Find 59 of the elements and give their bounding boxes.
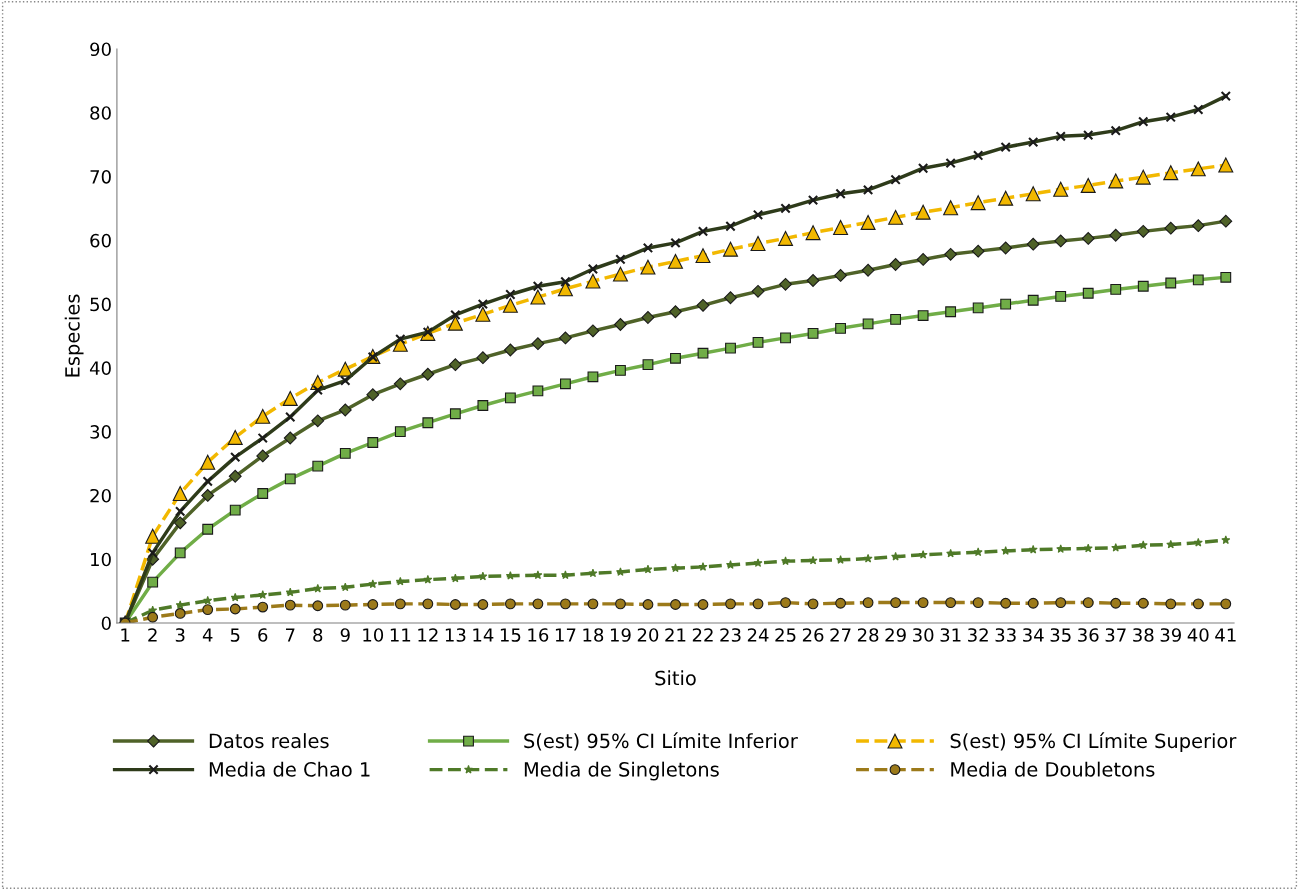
y-tick-label: 40 [89,361,111,375]
y-tick-label: 10 [91,552,111,567]
x-tick-label: 40 [1187,628,1209,642]
x-tick-label: 41 [1215,628,1236,642]
x-tick-label: 31 [940,628,961,642]
x-tick-label: 32 [968,628,988,642]
x-tick-label: 28 [857,628,879,642]
x-tick-label: 29 [885,628,906,642]
x-tick-label: 38 [1133,628,1154,642]
x-tick-label: 37 [1105,628,1126,642]
x-tick-label: 19 [610,628,631,642]
y-tick-label: 70 [90,169,111,184]
x-tick-label: 34 [1023,628,1044,642]
x-tick-label: 35 [1050,628,1071,642]
legend-label: Datos reales [209,733,329,749]
legend-label: S(est) 95% CI Límite Superior [950,732,1237,752]
x-tick-label: 23 [720,628,741,642]
x-tick-label: 6 [258,628,268,642]
x-tick-label: 30 [913,628,934,642]
x-axis-title: Sitio [655,670,696,686]
y-tick-label: 90 [90,42,111,57]
x-tick-label: 36 [1078,628,1099,642]
legend-label: Media de Doubletons [951,761,1155,777]
x-tick-label: 11 [390,628,411,642]
x-tick-label: 16 [528,628,549,642]
x-tick-label: 39 [1160,628,1181,642]
x-tick-label: 13 [445,628,466,642]
x-tick-label: 17 [555,628,576,642]
x-tick-label: 5 [230,628,240,642]
x-tick-label: 20 [637,628,659,642]
y-tick-label: 20 [90,488,111,503]
x-tick-label: 14 [473,628,494,642]
legend-label: Media de Singletons [524,761,719,781]
y-axis-title: Especies [64,294,84,377]
y-tick-label: 30 [90,425,111,439]
y-tick-label: 60 [90,233,111,248]
x-tick-label: 3 [175,628,185,642]
x-tick-label: 4 [202,628,213,642]
x-tick-label: 18 [583,628,604,642]
x-tick-label: 24 [747,628,769,642]
x-tick-label: 27 [830,628,851,642]
x-tick-label: 7 [286,628,295,642]
x-tick-label: 25 [775,628,796,642]
x-tick-label: 26 [802,628,824,642]
y-tick-label: 0 [101,616,111,631]
x-tick-label: 33 [995,628,1016,642]
x-tick-label: 21 [665,628,686,642]
y-tick-label: 80 [90,106,111,120]
x-tick-label: 22 [692,628,713,642]
x-tick-label: 8 [313,628,323,642]
x-tick-label: 9 [340,628,350,642]
x-tick-label: 12 [418,628,438,642]
legend-label: S(est) 95% CI Límite Inferior [524,732,798,751]
x-tick-label: 1 [121,628,130,642]
x-tick-label: 10 [363,628,384,642]
y-tick-label: 50 [90,297,111,312]
x-tick-label: 15 [500,628,521,642]
legend-label: Media de Chao 1 [209,761,370,777]
x-tick-label: 2 [148,628,157,642]
